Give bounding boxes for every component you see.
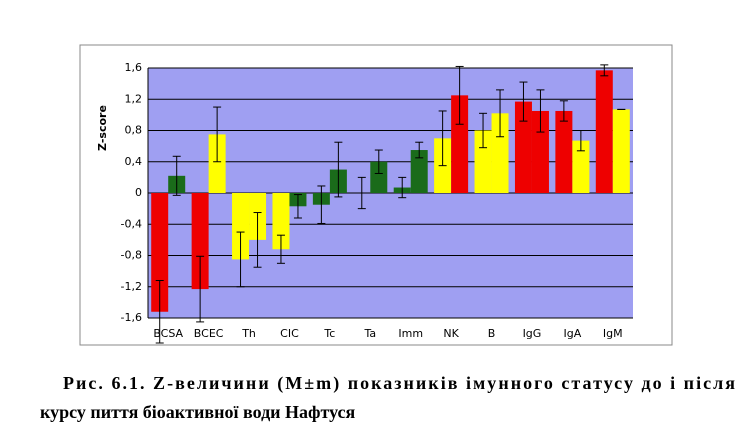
bar [191, 193, 209, 290]
bar [531, 110, 549, 193]
x-tick-label: Th [241, 327, 256, 340]
y-tick-label: -1,2 [121, 280, 142, 293]
bar [514, 101, 532, 193]
x-tick-label: NK [443, 327, 459, 340]
bar [595, 70, 613, 193]
bar [612, 109, 630, 193]
bar [410, 150, 428, 193]
caption: Рис. 6.1. Z-величини (M±m) показників ім… [63, 373, 735, 394]
x-tick-label: IgA [563, 327, 581, 340]
y-tick-label: 1,6 [125, 61, 143, 74]
y-tick-label: -0,4 [121, 217, 142, 230]
x-tick-label: IgG [523, 327, 542, 340]
bar [555, 110, 573, 193]
x-tick-label: Ta [363, 327, 376, 340]
y-tick-label: 0,8 [125, 124, 143, 137]
x-tick-label: B [488, 327, 496, 340]
y-tick-label: 0 [135, 186, 142, 199]
bar [272, 193, 290, 250]
y-axis-label: Z-score [96, 105, 109, 151]
x-tick-label: CIC [280, 327, 299, 340]
bar [208, 134, 226, 193]
bar [451, 95, 469, 193]
bar [491, 113, 509, 193]
x-tick-label: IgM [603, 327, 623, 340]
y-tick-label: 1,2 [125, 92, 143, 105]
x-tick-label: Tc [323, 327, 335, 340]
caption: курсу пиття біоактивної води Нафтуся [40, 402, 356, 422]
x-tick-label: BCEC [194, 327, 224, 340]
bar [151, 193, 169, 312]
bar [572, 140, 590, 193]
bar [474, 130, 492, 193]
x-tick-label: BCSA [153, 327, 183, 340]
y-tick-label: 0,4 [125, 155, 143, 168]
y-tick-label: -0,8 [121, 249, 142, 262]
y-tick-label: -1,6 [121, 311, 142, 324]
bar [232, 193, 250, 260]
x-tick-label: Imm [398, 327, 423, 340]
bar [370, 161, 388, 193]
